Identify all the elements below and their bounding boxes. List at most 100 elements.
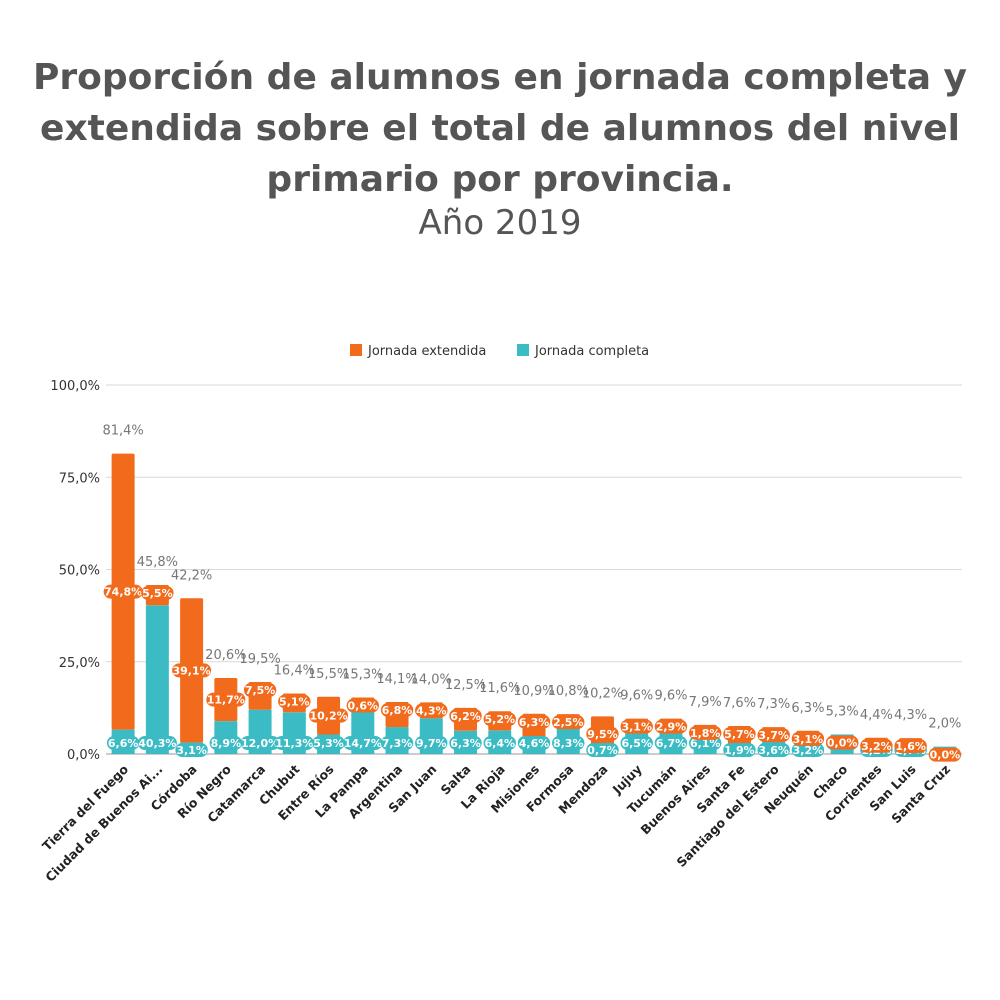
data-label-completa-bg — [552, 736, 585, 750]
data-label-extendida: 1,6% — [895, 740, 926, 753]
total-label: 10,8% — [548, 684, 589, 699]
data-label-completa: 14,7% — [344, 737, 382, 750]
data-label-extendida-bg — [894, 739, 927, 754]
data-label-completa-bg — [586, 743, 619, 757]
data-label-extendida: 5,2% — [485, 713, 516, 726]
data-label-completa-bg — [517, 736, 551, 750]
data-label-extendida-bg — [791, 731, 825, 746]
data-label-extendida: 0,0% — [827, 736, 858, 749]
data-label-completa: 6,3% — [450, 737, 481, 750]
total-label: 2,0% — [928, 717, 961, 732]
data-label-completa-bg — [240, 736, 280, 750]
data-label-extendida: 74,8% — [104, 586, 142, 599]
data-label-extendida: 6,8% — [382, 704, 413, 717]
data-label-extendida: 4,3% — [416, 704, 447, 717]
data-label-completa: 8,3% — [553, 737, 584, 750]
data-label-extendida-bg — [243, 683, 277, 698]
data-label-completa: 0,7% — [587, 744, 618, 757]
total-label: 10,9% — [513, 684, 554, 699]
data-label-completa-bg — [106, 736, 140, 750]
data-label-extendida-bg — [483, 712, 516, 727]
data-label-extendida: 6,2% — [450, 710, 481, 723]
total-label: 12,5% — [445, 678, 486, 693]
total-label: 10,2% — [582, 686, 623, 701]
total-label: 9,6% — [620, 689, 653, 704]
data-label-completa-bg — [415, 736, 448, 750]
data-label-completa-bg — [654, 736, 688, 750]
data-label-extendida: 1,8% — [690, 727, 721, 740]
chart-title: Proporción de alumnos en jornada complet… — [32, 57, 968, 200]
data-label-extendida: 7,5% — [245, 684, 276, 697]
data-label-completa: 6,1% — [690, 737, 721, 750]
data-label-completa-bg — [312, 736, 345, 750]
total-label: 11,6% — [479, 681, 520, 696]
data-label-completa: 6,7% — [656, 737, 687, 750]
data-label-completa: 3,1% — [176, 744, 207, 757]
data-label-completa: 12,0% — [241, 737, 279, 750]
data-label-completa-bg — [723, 743, 756, 757]
data-label-completa-bg — [380, 736, 414, 750]
total-label: 14,1% — [376, 672, 417, 687]
data-label-completa-bg — [757, 743, 790, 757]
data-label-extendida: 2,9% — [656, 721, 687, 734]
data-label-completa-bg — [483, 736, 516, 750]
data-label-completa: 6,6% — [108, 737, 139, 750]
data-label-completa: 6,5% — [621, 737, 652, 750]
data-label-extendida-bg — [278, 694, 311, 709]
data-label-extendida: 39,1% — [173, 664, 211, 677]
y-tick-label: 25,0% — [59, 656, 100, 671]
data-label-extendida: 3,2% — [861, 740, 892, 753]
total-label: 81,4% — [102, 424, 143, 439]
data-label-completa: 4,6% — [519, 737, 550, 750]
total-label: 4,3% — [894, 708, 927, 723]
total-label: 42,2% — [171, 568, 212, 583]
data-label-completa: 9,7% — [416, 737, 447, 750]
data-label-completa: 5,3% — [313, 737, 344, 750]
data-label-completa-bg — [791, 743, 825, 757]
total-label: 9,6% — [654, 689, 687, 704]
data-label-extendida-bg — [654, 719, 688, 734]
data-label-completa: 1,9% — [724, 744, 755, 757]
data-label-completa-bg — [209, 736, 243, 750]
data-label-extendida-bg — [141, 585, 174, 600]
data-label-extendida: 10,2% — [309, 710, 347, 723]
total-label: 4,4% — [860, 708, 893, 723]
total-label: 7,9% — [689, 695, 722, 710]
data-label-extendida: 2,5% — [553, 716, 584, 729]
data-label-completa: 3,2% — [793, 744, 824, 757]
data-label-extendida: 5,5% — [142, 587, 173, 600]
total-label: 45,8% — [137, 555, 178, 570]
data-label-extendida-bg — [415, 703, 448, 718]
data-label-extendida-bg — [860, 738, 893, 753]
bar-completa — [145, 605, 169, 754]
data-label-completa-bg — [274, 736, 314, 750]
data-label-extendida: 5,7% — [724, 728, 755, 741]
data-label-completa: 3,6% — [758, 744, 789, 757]
total-label: 15,3% — [342, 668, 383, 683]
data-label-completa: 40,3% — [138, 737, 176, 750]
data-label-extendida-bg — [206, 692, 246, 707]
y-tick-label: 100,0% — [50, 379, 100, 394]
data-label-extendida: 11,7% — [207, 694, 245, 707]
data-label-extendida-bg — [380, 702, 414, 717]
total-label: 5,3% — [826, 704, 859, 719]
y-tick-label: 0,0% — [67, 748, 100, 763]
data-label-extendida: 5,1% — [279, 695, 310, 708]
total-label: 16,4% — [274, 663, 315, 678]
total-label: 6,3% — [791, 701, 824, 716]
data-label-completa: 11,3% — [275, 737, 313, 750]
data-label-completa-bg — [175, 743, 208, 757]
y-tick-label: 75,0% — [59, 471, 100, 486]
data-label-completa-bg — [620, 736, 653, 750]
data-label-extendida: 0,6% — [348, 700, 379, 713]
total-label: 20,6% — [205, 648, 246, 663]
data-label-extendida-bg — [689, 725, 722, 740]
data-label-extendida-bg — [928, 747, 962, 762]
data-label-extendida-bg — [103, 584, 143, 599]
data-label-extendida-bg — [552, 715, 585, 730]
data-label-extendida: 9,5% — [587, 728, 618, 741]
total-label: 14,0% — [411, 672, 452, 687]
total-label: 7,6% — [723, 696, 756, 711]
data-label-extendida-bg — [825, 735, 859, 750]
